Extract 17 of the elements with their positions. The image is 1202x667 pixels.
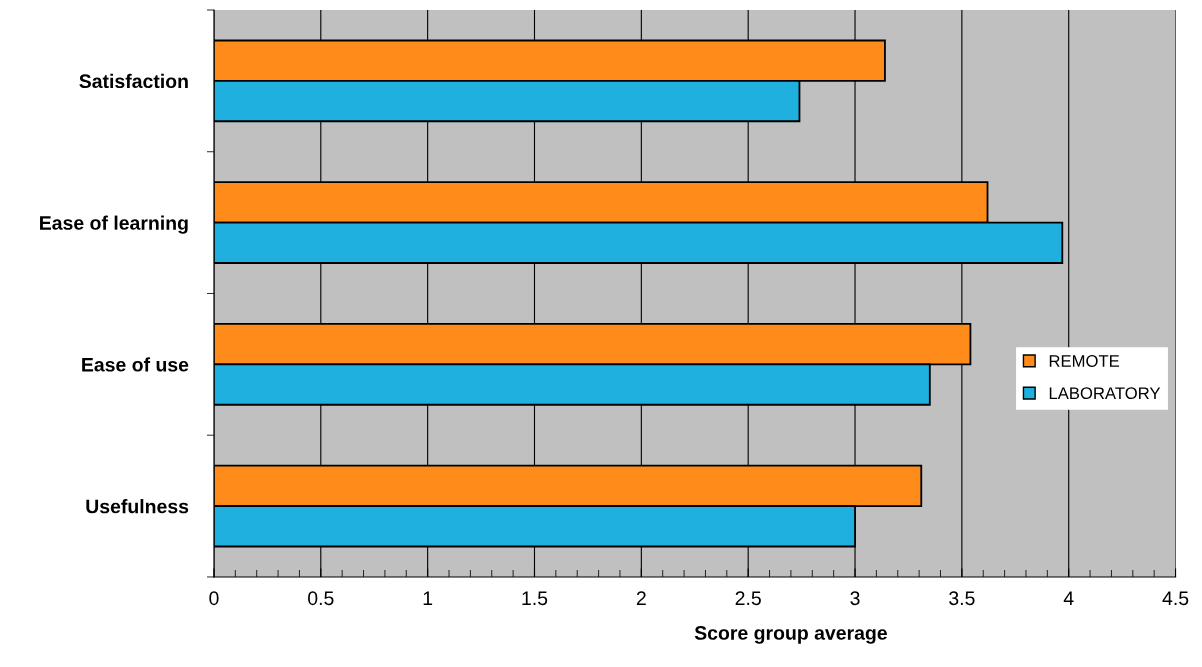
x-tick-label: 2: [636, 591, 646, 605]
legend-label: LABORATORY: [1049, 387, 1161, 400]
y-tick-label: Ease of use: [82, 357, 189, 372]
y-tick-label: Satisfaction: [79, 73, 188, 89]
y-tick-label: Usefulness: [86, 499, 189, 514]
x-tick-label: 1: [423, 591, 433, 605]
x-tick-label: 1.5: [522, 591, 548, 606]
x-tick-label: 3.5: [949, 591, 975, 606]
x-tick-label: 4: [1063, 591, 1074, 605]
x-axis-title: Score group average: [694, 626, 887, 644]
x-tick-label: 0.5: [308, 591, 334, 606]
y-tick-label: Ease of learning: [40, 215, 188, 234]
x-tick-label: 2.5: [735, 591, 761, 606]
x-tick-label: 0: [209, 591, 219, 606]
x-tick-label: 4.5: [1162, 591, 1189, 606]
x-tick-label: 3: [850, 591, 860, 606]
legend-label: REMOTE: [1049, 355, 1120, 367]
